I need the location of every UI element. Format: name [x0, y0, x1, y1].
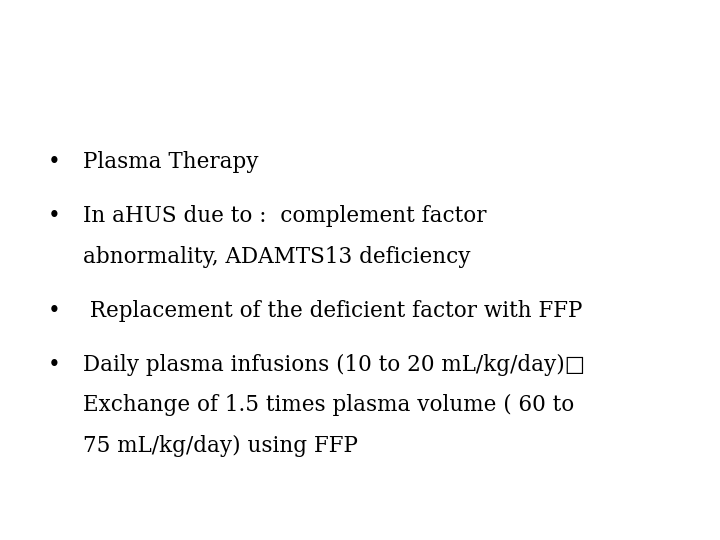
- Text: Exchange of 1.5 times plasma volume ( 60 to: Exchange of 1.5 times plasma volume ( 60…: [83, 394, 574, 416]
- Text: Daily plasma infusions (10 to 20 mL/kg/day)□: Daily plasma infusions (10 to 20 mL/kg/d…: [83, 354, 585, 376]
- Text: •: •: [48, 354, 60, 376]
- Text: 75 mL/kg/day) using FFP: 75 mL/kg/day) using FFP: [83, 435, 358, 457]
- Text: Plasma Therapy: Plasma Therapy: [83, 151, 258, 173]
- Text: Replacement of the deficient factor with FFP: Replacement of the deficient factor with…: [83, 300, 582, 322]
- Text: •: •: [48, 300, 60, 322]
- Text: •: •: [48, 205, 60, 227]
- Text: In aHUS due to :  complement factor: In aHUS due to : complement factor: [83, 205, 486, 227]
- Text: •: •: [48, 151, 60, 173]
- Text: abnormality, ADAMTS13 deficiency: abnormality, ADAMTS13 deficiency: [83, 246, 470, 268]
